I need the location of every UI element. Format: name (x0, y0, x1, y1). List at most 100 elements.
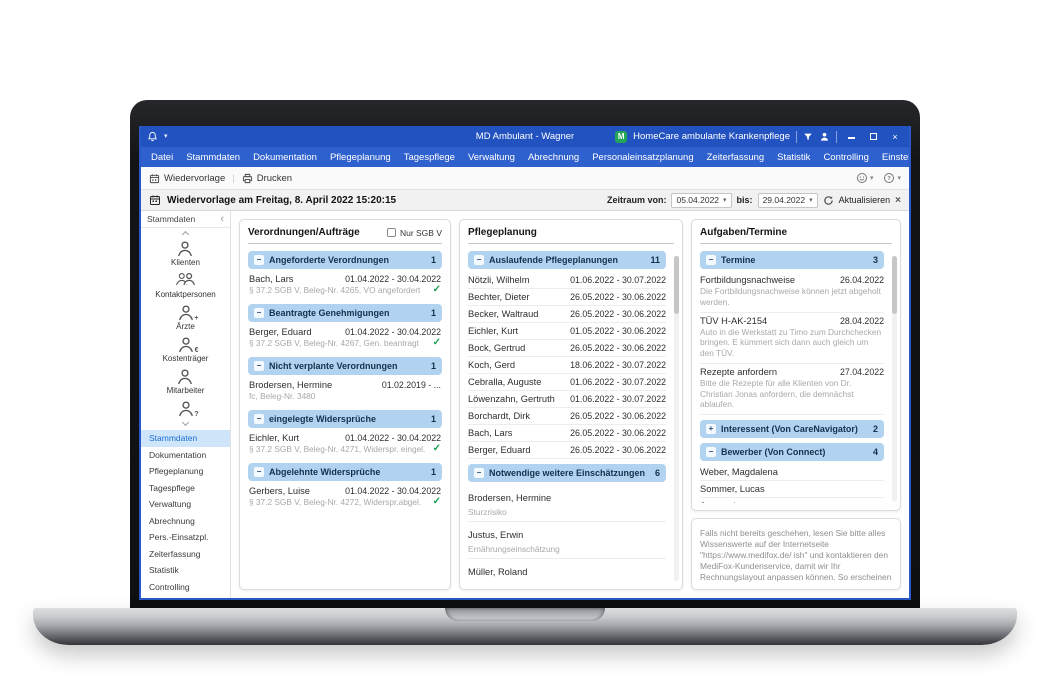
sidebar-item-abrechnung[interactable]: Abrechnung (149, 515, 195, 526)
menu-item-verwaltung[interactable]: Verwaltung (467, 151, 515, 163)
pflegeplanung-row[interactable]: Bechter, Dieter 26.05.2022 - 30.06.2022 (468, 289, 666, 306)
menu-item-dokumentation[interactable]: Dokumentation (253, 151, 317, 163)
collapse-icon[interactable]: − (254, 361, 264, 371)
minimize-button[interactable] (843, 132, 859, 142)
sidebar-item-zeiterfassung[interactable]: Zeiterfassung (149, 548, 201, 559)
entry-detail: Dekubitusprophylaxe (468, 581, 666, 582)
notifications-caret-icon[interactable]: ▾ (164, 133, 168, 140)
pflegeplanung-row[interactable]: Bach, Lars 26.05.2022 - 30.06.2022 (468, 425, 666, 442)
zeitraum-von-field[interactable]: 05.04.2022 ▾ (671, 192, 732, 208)
sidebar-item-statistik[interactable]: Statistik (149, 565, 179, 575)
menu-item-zeiterfassung[interactable]: Zeiterfassung (706, 151, 765, 163)
menu-item-statistik[interactable]: Statistik (777, 151, 811, 163)
task-entry[interactable]: Rezepte anfordern 27.04.2022 Bitte die Rez… (700, 364, 884, 416)
feedback-button[interactable]: ▾ (856, 172, 873, 184)
entry-dates: 26.05.2022 - 30.06.2022 (570, 428, 666, 438)
drucken-button[interactable]: Drucken (242, 173, 292, 184)
scroll-down-icon[interactable] (141, 418, 230, 428)
pflegeplanung-row[interactable]: Borchardt, Dirk 26.05.2022 - 30.06.2022 (468, 408, 666, 425)
pflegeplanung-row[interactable]: Berger, Eduard 26.05.2022 - 30.06.2022 (468, 442, 666, 459)
close-view-button[interactable]: × (895, 194, 901, 206)
sidebar-icon-item-kostentraeger[interactable]: € Kostenträger (163, 333, 208, 365)
task-entry[interactable]: TÜV H-AK-2154 28.04.2022 Auto in die Werks… (700, 313, 884, 364)
bewerber-row[interactable]: Sommer, Lucas (700, 481, 884, 499)
menu-item-pflegeplanung[interactable]: Pflegeplanung (329, 151, 391, 163)
refresh-icon[interactable] (823, 195, 834, 206)
sidebar-icon-item-kontaktpersonen[interactable]: Kontaktpersonen (155, 269, 216, 301)
menu-item-tagespflege[interactable]: Tagespflege (403, 151, 455, 163)
section-count-badge: 1 (430, 414, 436, 424)
scroll-up-icon[interactable] (141, 228, 230, 238)
zeitraum-bis-field[interactable]: 29.04.2022 ▾ (757, 192, 818, 208)
notifications-icon[interactable] (147, 131, 158, 142)
pflegeplanung-row[interactable]: Löwenzahn, Gertruth 01.06.2022 - 30.07.20… (468, 391, 666, 408)
help-button[interactable]: ? ▾ (883, 172, 901, 184)
collapse-icon[interactable]: − (706, 447, 716, 458)
collapse-icon[interactable]: − (706, 255, 716, 265)
section-header[interactable]: − Beantragte Genehmigungen 1 (248, 304, 442, 322)
einschaetzung-row[interactable]: Müller, Roland Dekubitusprophylaxe (468, 559, 666, 582)
expand-icon[interactable]: + (706, 424, 716, 435)
section-header[interactable]: + Interessent (Von CareNavigator) 2 (700, 420, 884, 439)
menu-item-abrechnung[interactable]: Abrechnung (527, 151, 580, 163)
user-icon[interactable] (819, 131, 830, 142)
pflegeplanung-row[interactable]: Bock, Gertrud 26.05.2022 - 30.06.2022 (468, 340, 666, 357)
pflegeplanung-row[interactable]: Cebralla, Auguste 01.06.2022 - 30.07.2022 (468, 374, 666, 391)
menu-item-personaleinsatzplanung[interactable]: Personaleinsatzplanung (592, 151, 694, 163)
menu-item-stammdaten[interactable]: Stammdaten (186, 151, 241, 163)
sidebar-item-tagespflege[interactable]: Tagespflege (149, 482, 195, 493)
collapse-icon[interactable]: − (254, 467, 264, 477)
sidebar-icon-item-mitarbeiter[interactable]: Mitarbeiter (167, 365, 204, 397)
sidebar-item-dokumentation[interactable]: Dokumentation (149, 449, 207, 460)
pflegeplanung-row[interactable]: Koch, Gerd 18.06.2022 - 30.07.2022 (468, 357, 666, 374)
filter-icon[interactable] (803, 132, 813, 142)
section-header[interactable]: − eingelegte Widersprüche 1 (248, 410, 442, 428)
pflegeplanung-row[interactable]: Becker, Waltraud 26.05.2022 - 30.06.2022 (468, 306, 666, 323)
sidebar-item-verwaltung[interactable]: Verwaltung (149, 499, 192, 509)
maximize-button[interactable] (865, 132, 881, 142)
scrollbar[interactable] (674, 256, 679, 581)
section-header[interactable]: − Angeforderte Verordnungen 1 (248, 251, 442, 269)
collapse-icon[interactable]: − (254, 308, 264, 318)
close-button[interactable]: × (892, 131, 898, 142)
sidebar-item-stammdaten[interactable]: Stammdaten (141, 430, 230, 447)
einschaetzung-row[interactable]: Justus, Erwin Ernährungseinschätzung (468, 522, 666, 559)
section-header[interactable]: − Notwendige weitere Einschätzungen 6 (468, 464, 666, 482)
collapse-icon[interactable]: − (474, 255, 484, 265)
menu-item-einstellungen[interactable]: Einstellungen (881, 151, 911, 163)
menu-item-controlling[interactable]: Controlling (823, 151, 869, 163)
sidebar-icon-item-klienten[interactable]: Klienten (171, 237, 200, 269)
refresh-button[interactable]: Aktualisieren (838, 195, 891, 205)
section-header[interactable]: − Nicht verplante Verordnungen 1 (248, 357, 442, 375)
verordnung-entry[interactable]: Berger, Eduard 01.04.2022 - 30.04.2022 § 3… (248, 325, 442, 352)
sidebar-collapse-icon[interactable]: ‹ (220, 212, 224, 225)
sidebar-item-controlling[interactable]: Controlling (149, 581, 190, 592)
menu-item-datei[interactable]: Datei (151, 151, 174, 163)
collapse-icon[interactable]: − (474, 468, 484, 478)
pflegeplanung-row[interactable]: Eichler, Kurt 01.05.2022 - 30.06.2022 (468, 323, 666, 340)
einschaetzung-row[interactable]: Brodersen, Hermine Sturzrisiko (468, 485, 666, 522)
verordnung-entry[interactable]: Bach, Lars 01.04.2022 - 30.04.2022 § 37.2 … (248, 272, 442, 299)
section-header[interactable]: − Auslaufende Pflegeplanungen 11 (468, 251, 666, 269)
task-entry[interactable]: Fortbildungsnachweise 26.04.2022 Die Fortb… (700, 272, 884, 313)
section-header[interactable]: − Abgelehnte Widersprüche 1 (248, 463, 442, 481)
verordnung-entry[interactable]: Brodersen, Hermine 01.02.2019 - ... fc, Be… (248, 378, 442, 405)
collapse-icon[interactable]: − (254, 255, 264, 265)
verordnung-entry[interactable]: Eichler, Kurt 01.04.2022 - 30.04.2022 § 37… (248, 431, 442, 458)
verordnung-entry[interactable]: Gerbers, Luise 01.04.2022 - 30.04.2022 § 3… (248, 484, 442, 511)
section-header[interactable]: − Termine 3 (700, 251, 884, 269)
check-icon: ✓ (432, 337, 441, 348)
bewerber-row[interactable]: Jaeger, Lara (700, 498, 884, 503)
sidebar-item-pflegeplanung[interactable]: Pflegeplanung (149, 466, 204, 476)
section-header[interactable]: − Bewerber (Von Connect) 4 (700, 443, 884, 462)
scrollbar[interactable] (892, 256, 897, 502)
sidebar-icon-item-interessenten[interactable]: ? (176, 397, 199, 419)
bewerber-row[interactable]: Weber, Magdalena (700, 464, 884, 482)
pflegeplanung-row[interactable]: Nötzli, Wilhelm 01.06.2022 - 30.07.2022 (468, 272, 666, 289)
collapse-icon[interactable]: − (254, 414, 264, 424)
sidebar-item-perseinsatzpl[interactable]: Pers.-Einsatzpl. (149, 532, 209, 542)
wiedervorlage-button[interactable]: Wiedervorlage (149, 173, 225, 184)
nur-sgbv-checkbox[interactable] (386, 228, 396, 237)
sidebar-icon-item-aerzte[interactable]: + Ärzte (176, 301, 199, 333)
aerzte-icon: + (176, 303, 199, 322)
